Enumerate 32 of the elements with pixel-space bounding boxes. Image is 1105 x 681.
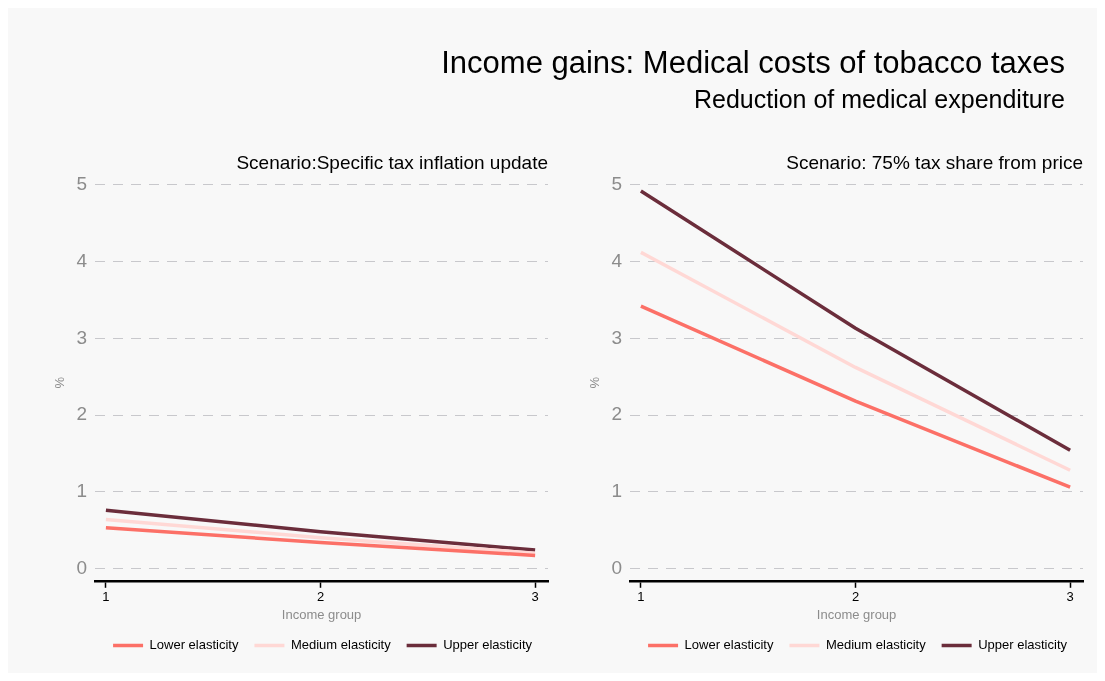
y-tick-label: 2: [611, 403, 623, 425]
x-axis-title: Income group: [816, 606, 897, 622]
legend-label: Upper elasticity: [978, 637, 1068, 653]
x-tick-label: 1: [102, 589, 110, 605]
x-tick-label: 2: [316, 589, 325, 605]
y-tick-label: 5: [611, 173, 623, 195]
text: Income gains: Medical costs of tobacco taxes: [440, 44, 1065, 82]
x-tick-label: 1: [637, 589, 645, 605]
x-axis-title: Income group: [281, 606, 362, 622]
y-tick-label: 1: [76, 480, 88, 502]
legend-label: Medium elasticity: [825, 637, 927, 653]
y-tick-label: 5: [76, 173, 88, 195]
y-tick-label: 3: [611, 326, 623, 348]
chart-title: Scenario: 75% tax share from price: [786, 151, 1083, 173]
x-tick-label: 3: [1066, 589, 1074, 605]
x-tick-label: 3: [531, 589, 539, 605]
text: Reduction of medical expenditure: [692, 84, 1065, 115]
legend-label: Lower elasticity: [149, 637, 239, 653]
y-tick-label: 4: [76, 249, 88, 271]
chart-title: Scenario:Specific tax inflation update: [236, 151, 548, 173]
legend-label: Medium elasticity: [290, 637, 392, 653]
y-tick-label: 1: [611, 480, 623, 502]
y-axis-title: %: [52, 376, 68, 389]
y-tick-label: 0: [611, 556, 623, 578]
x-tick-label: 2: [851, 589, 860, 605]
legend-label: Lower elasticity: [684, 637, 774, 653]
y-tick-label: 3: [76, 326, 88, 348]
y-axis-title: %: [587, 376, 603, 389]
legend-label: Upper elasticity: [443, 637, 533, 653]
y-tick-label: 0: [76, 556, 88, 578]
y-tick-label: 4: [611, 249, 623, 271]
y-tick-label: 2: [76, 403, 88, 425]
